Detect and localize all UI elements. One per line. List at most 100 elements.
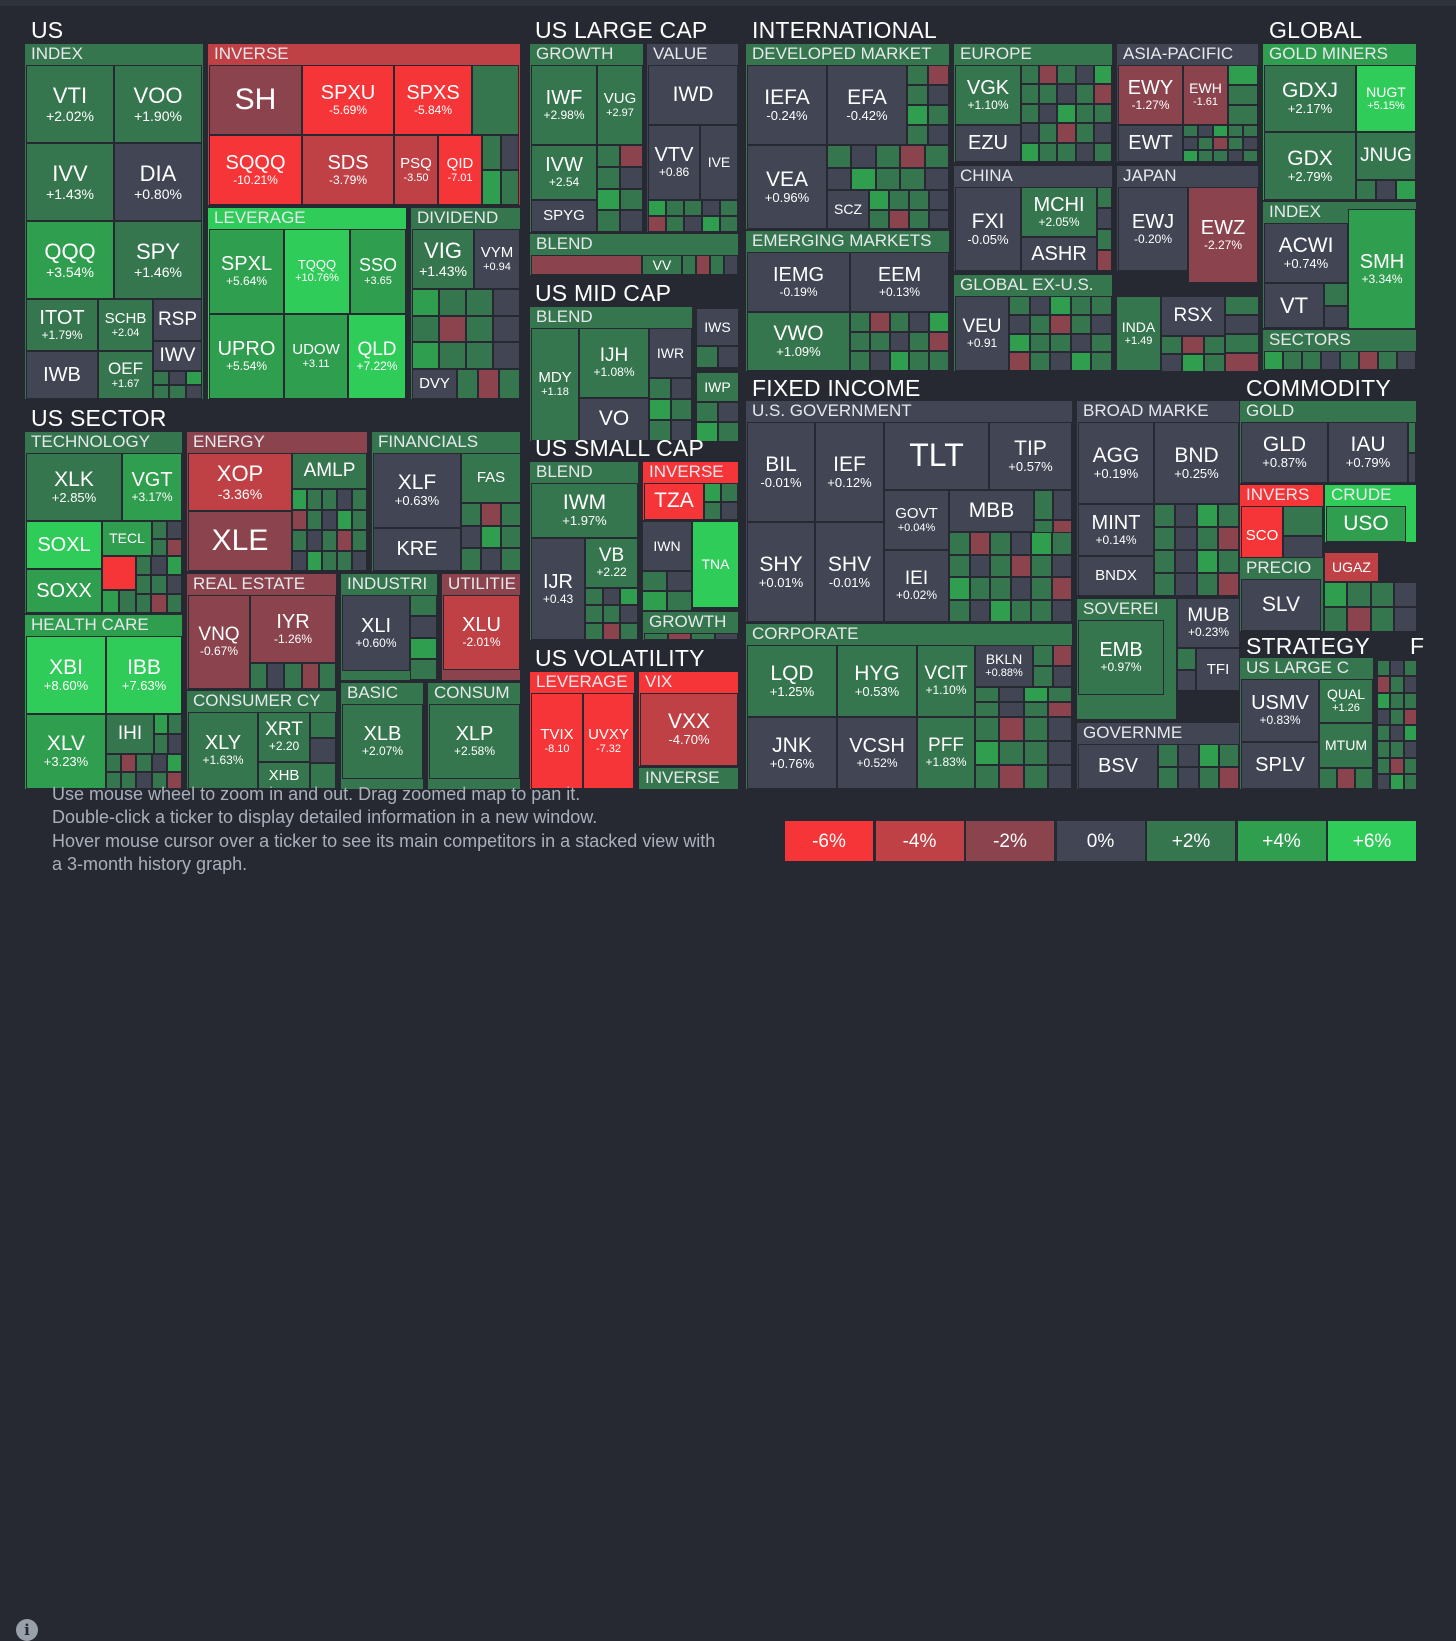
minor-ticker-tile[interactable] (307, 530, 322, 551)
minor-ticker-tile[interactable] (1403, 676, 1417, 693)
minor-ticker-tile[interactable] (292, 489, 307, 510)
ticker-smh[interactable]: SMH +3.34% (1348, 209, 1416, 329)
minor-ticker-tile[interactable] (620, 166, 643, 189)
ticker-vig[interactable]: VIG +1.43% (412, 229, 474, 289)
minor-ticker-tile[interactable] (1034, 490, 1053, 520)
minor-ticker-tile[interactable] (106, 771, 122, 789)
ticker-shy[interactable]: SHY +0.01% (747, 522, 815, 622)
minor-ticker-tile[interactable] (167, 521, 182, 539)
minor-ticker-tile[interactable] (1403, 708, 1417, 725)
minor-ticker-tile[interactable] (337, 550, 352, 571)
minor-ticker-tile[interactable] (1403, 773, 1417, 790)
ticker-itot[interactable]: ITOT +1.79% (26, 299, 98, 351)
ticker-tqqq[interactable]: TQQQ +10.76% (284, 229, 350, 314)
minor-ticker-tile[interactable] (1355, 768, 1373, 789)
minor-ticker-tile[interactable] (666, 200, 684, 216)
ticker-vti[interactable]: VTI +2.02% (26, 65, 114, 143)
ticker-ihi[interactable]: IHI (106, 714, 154, 754)
minor-ticker-tile[interactable] (1378, 351, 1397, 370)
minor-ticker-tile[interactable] (1047, 702, 1072, 717)
minor-ticker-tile[interactable] (1093, 103, 1112, 124)
minor-ticker-tile[interactable] (439, 315, 466, 343)
minor-ticker-tile[interactable] (1175, 504, 1197, 527)
minor-ticker-tile[interactable] (1154, 550, 1176, 573)
minor-ticker-tile[interactable] (1403, 725, 1417, 742)
minor-ticker-tile[interactable] (461, 548, 481, 571)
minor-ticker-tile[interactable] (1057, 142, 1076, 162)
minor-ticker-tile[interactable] (620, 145, 643, 167)
minor-ticker-tile[interactable] (250, 663, 268, 689)
minor-ticker-tile[interactable] (1324, 305, 1348, 328)
minor-ticker-tile[interactable] (1319, 768, 1337, 789)
minor-ticker-tile[interactable] (1047, 687, 1072, 702)
ticker-tna[interactable]: TNA (692, 521, 739, 608)
ticker-vym[interactable]: VYM +0.94 (474, 229, 520, 289)
minor-ticker-tile[interactable] (1183, 137, 1198, 150)
minor-ticker-tile[interactable] (166, 594, 182, 613)
minor-ticker-tile[interactable] (185, 371, 202, 385)
ticker-scz[interactable]: SCZ (827, 190, 869, 229)
minor-ticker-tile[interactable] (1075, 65, 1094, 85)
minor-ticker-tile[interactable] (466, 342, 493, 369)
minor-ticker-tile[interactable] (1009, 296, 1030, 315)
minor-ticker-tile[interactable] (907, 105, 928, 125)
minor-ticker-tile[interactable] (466, 315, 493, 343)
minor-ticker-tile[interactable] (696, 422, 718, 442)
ticker-ivv[interactable]: IVV +1.43% (26, 143, 114, 221)
ticker-iwv[interactable]: IWV (153, 341, 202, 371)
minor-ticker-tile[interactable] (1196, 550, 1218, 573)
ticker-kre[interactable]: KRE (373, 528, 461, 571)
ticker-iemg[interactable]: IEMG -0.19% (747, 252, 850, 312)
minor-ticker-tile[interactable] (1158, 744, 1179, 767)
minor-ticker-tile[interactable] (152, 521, 167, 539)
minor-ticker-tile[interactable] (975, 702, 1000, 717)
minor-ticker-tile[interactable] (169, 371, 186, 385)
minor-ticker-tile[interactable] (121, 754, 137, 772)
minor-ticker-tile[interactable] (1218, 744, 1239, 767)
minor-ticker-tile[interactable] (1050, 333, 1071, 353)
ticker-gdxj[interactable]: GDXJ +2.17% (1264, 65, 1356, 132)
ticker-iwn[interactable]: IWN (642, 521, 692, 571)
minor-ticker-tile[interactable] (151, 575, 167, 594)
minor-ticker-tile[interactable] (481, 503, 501, 526)
minor-ticker-tile[interactable] (1225, 315, 1259, 334)
minor-ticker-tile[interactable] (1213, 149, 1228, 162)
minor-ticker-tile[interactable] (1217, 504, 1239, 527)
minor-ticker-tile[interactable] (412, 289, 439, 316)
etf-heatmap[interactable]: US INDEX VTI +2.02% VOO +1.90% IVV +1.43% DIA +0.… (0, 0, 1456, 900)
ticker-xrt[interactable]: XRT +2.20 (258, 712, 310, 762)
minor-ticker-tile[interactable] (168, 734, 182, 754)
minor-ticker-tile[interactable] (929, 190, 949, 210)
ticker-tza[interactable]: TZA (644, 483, 704, 520)
minor-ticker-tile[interactable] (1390, 692, 1404, 709)
minor-ticker-tile[interactable] (1203, 336, 1225, 354)
minor-ticker-tile[interactable] (1052, 645, 1072, 666)
ticker-xlf[interactable]: XLF +0.63% (373, 453, 461, 528)
minor-ticker-tile[interactable] (1029, 333, 1051, 353)
minor-ticker-tile[interactable] (1390, 708, 1404, 725)
minor-ticker-tile[interactable] (1218, 766, 1239, 789)
minor-ticker-tile[interactable] (928, 85, 949, 105)
ticker-bkln[interactable]: BKLN +0.88% (975, 645, 1033, 687)
minor-ticker-tile[interactable] (482, 135, 501, 170)
ticker-vwo[interactable]: VWO +1.09% (747, 312, 850, 371)
minor-ticker-tile[interactable] (1396, 180, 1416, 200)
minor-ticker-tile[interactable] (1053, 490, 1072, 520)
minor-ticker-tile[interactable] (1359, 351, 1378, 370)
minor-ticker-tile[interactable] (1039, 65, 1058, 85)
minor-ticker-tile[interactable] (691, 633, 715, 640)
ticker-ewj[interactable]: EWJ -0.20% (1118, 187, 1188, 271)
ticker-rsp[interactable]: RSP (153, 299, 202, 341)
minor-ticker-tile[interactable] (1047, 717, 1072, 741)
minor-ticker-tile[interactable] (889, 209, 909, 229)
minor-ticker-tile[interactable] (493, 315, 520, 343)
minor-ticker-tile[interactable] (975, 765, 1000, 789)
minor-ticker-tile[interactable] (724, 255, 738, 275)
ticker-iyr[interactable]: IYR -1.26% (250, 595, 336, 663)
minor-ticker-tile[interactable] (1057, 84, 1076, 104)
ticker-vnq[interactable]: VNQ -0.67% (188, 595, 250, 689)
minor-ticker-tile[interactable] (649, 399, 671, 420)
minor-ticker-tile[interactable] (493, 289, 520, 316)
ticker-qid[interactable]: QID -7.01 (438, 135, 482, 205)
minor-ticker-tile[interactable] (721, 501, 738, 520)
